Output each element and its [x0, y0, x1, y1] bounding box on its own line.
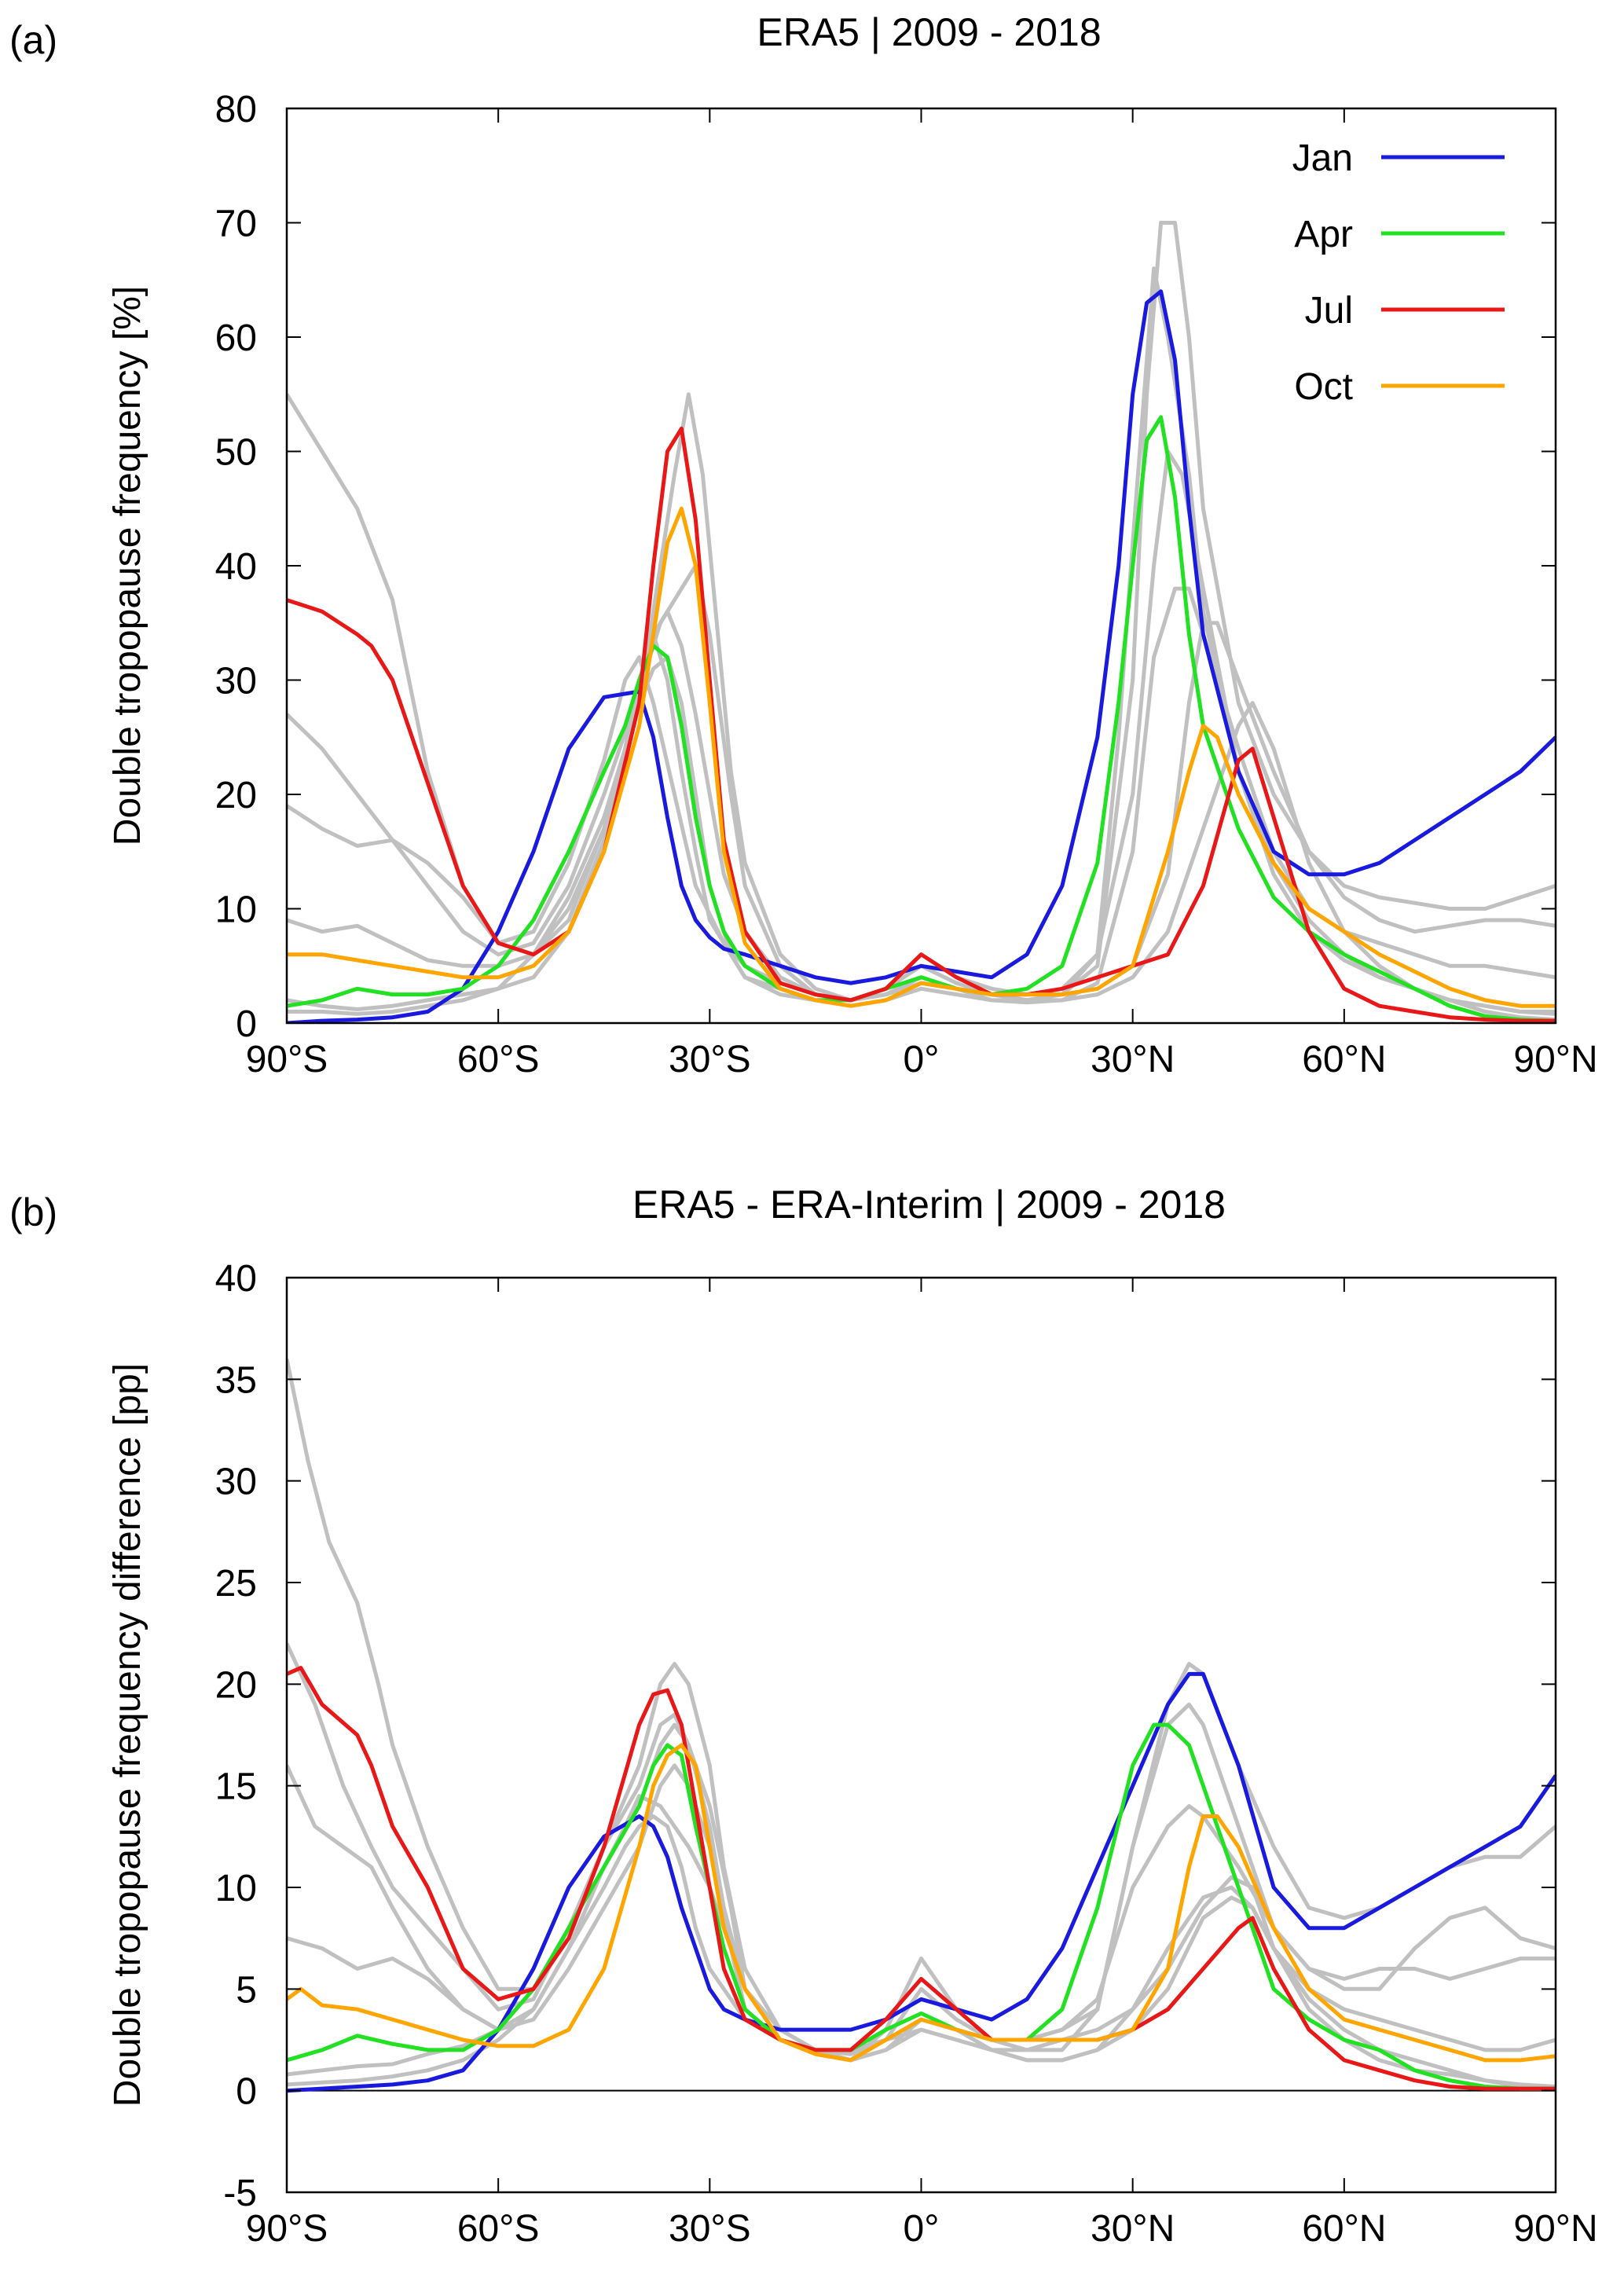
y-tick-label: 20: [215, 1664, 257, 1706]
y-tick-label: 0: [236, 2071, 257, 2113]
y-tick-label: -5: [223, 2173, 257, 2214]
series-line-apr: [287, 415, 1556, 1023]
gray-member-line: [287, 449, 1556, 1022]
panel-label: (a): [9, 18, 57, 62]
x-tick-label: 90°S: [246, 2208, 328, 2250]
y-tick-label: 15: [215, 1766, 257, 1808]
y-tick-label: 10: [215, 889, 257, 931]
y-tick-label: 70: [215, 204, 257, 245]
y-tick-label: 80: [215, 89, 257, 130]
y-tick-label: 10: [215, 1868, 257, 1909]
series-line-jul: [287, 426, 1556, 1023]
x-tick-label: 30°N: [1091, 2208, 1175, 2250]
gray-member-line: [287, 1763, 1556, 2089]
panel-label: (b): [9, 1190, 57, 1234]
x-tick-label: 90°N: [1513, 2208, 1597, 2250]
x-tick-label: 90°S: [246, 1039, 328, 1080]
y-tick-label: 0: [236, 1003, 257, 1045]
y-tick-label: 35: [215, 1359, 257, 1401]
x-tick-label: 30°S: [669, 1039, 751, 1080]
gray-member-line: [287, 221, 1556, 1003]
plot-area: [287, 1358, 1556, 2093]
x-tick-label: 60°N: [1302, 2208, 1386, 2250]
x-tick-label: 0°: [904, 2208, 940, 2250]
x-tick-label: 30°N: [1091, 1039, 1175, 1080]
y-tick-label: 20: [215, 775, 257, 816]
gray-member-line: [287, 563, 1556, 1003]
gray-member-line: [287, 1722, 1556, 2063]
series-line-apr: [287, 1722, 1556, 2091]
legend-label-jul: Jul: [1305, 290, 1353, 332]
y-axis-label: Double tropopause frequency difference […: [107, 1363, 148, 2107]
y-tick-label: 60: [215, 317, 257, 359]
x-tick-label: 0°: [904, 1039, 940, 1080]
y-axis-label: Double tropopause frequency [%]: [107, 286, 148, 845]
y-tick-label: 30: [215, 661, 257, 702]
y-tick-label: 5: [236, 1969, 257, 2011]
y-tick-label: 30: [215, 1462, 257, 1503]
x-tick-label: 60°S: [457, 2208, 540, 2250]
y-tick-label: 40: [215, 1258, 257, 1300]
x-tick-label: 60°N: [1302, 1039, 1386, 1080]
y-tick-label: 25: [215, 1563, 257, 1605]
chart-title: ERA5 | 2009 - 2018: [757, 10, 1101, 54]
legend: Jan Apr Jul Oct: [1292, 138, 1505, 408]
legend-label-jan: Jan: [1292, 138, 1353, 179]
series-line-jan: [287, 1671, 1556, 2093]
series-line-jul: [287, 1666, 1556, 2091]
x-tick-label: 90°N: [1513, 1039, 1597, 1080]
legend-label-apr: Apr: [1294, 214, 1353, 255]
legend-label-oct: Oct: [1294, 366, 1353, 408]
plot-area: [287, 221, 1556, 1023]
x-tick-label: 30°S: [669, 2208, 751, 2250]
series-line-jan: [287, 289, 1556, 1023]
series-line-oct: [287, 506, 1556, 1008]
x-tick-label: 60°S: [457, 1039, 540, 1080]
chart-title: ERA5 - ERA-Interim | 2009 - 2018: [632, 1183, 1226, 1227]
series-line-oct: [287, 1743, 1556, 2063]
plot-frame: [285, 107, 1557, 1025]
y-tick-label: 50: [215, 432, 257, 474]
gray-member-line: [287, 266, 1556, 1014]
y-tick-label: 40: [215, 546, 257, 588]
chart-panel-a: (a) ERA5 | 2009 - 2018 90°S 60°S 30°S 0° 30°N 6…: [9, 10, 1598, 1080]
chart-panel-b: (b) ERA5 - ERA-Interim | 2009 - 2018 90°S 6…: [9, 1183, 1598, 2250]
gray-member-line: [287, 1358, 1556, 2063]
